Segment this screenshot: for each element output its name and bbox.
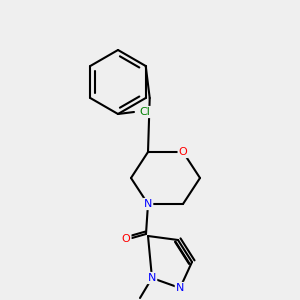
Text: O: O [122,234,130,244]
Text: N: N [148,273,156,283]
Text: O: O [178,147,188,157]
Text: N: N [176,283,184,293]
Text: N: N [144,199,152,209]
Text: Cl: Cl [140,107,150,117]
